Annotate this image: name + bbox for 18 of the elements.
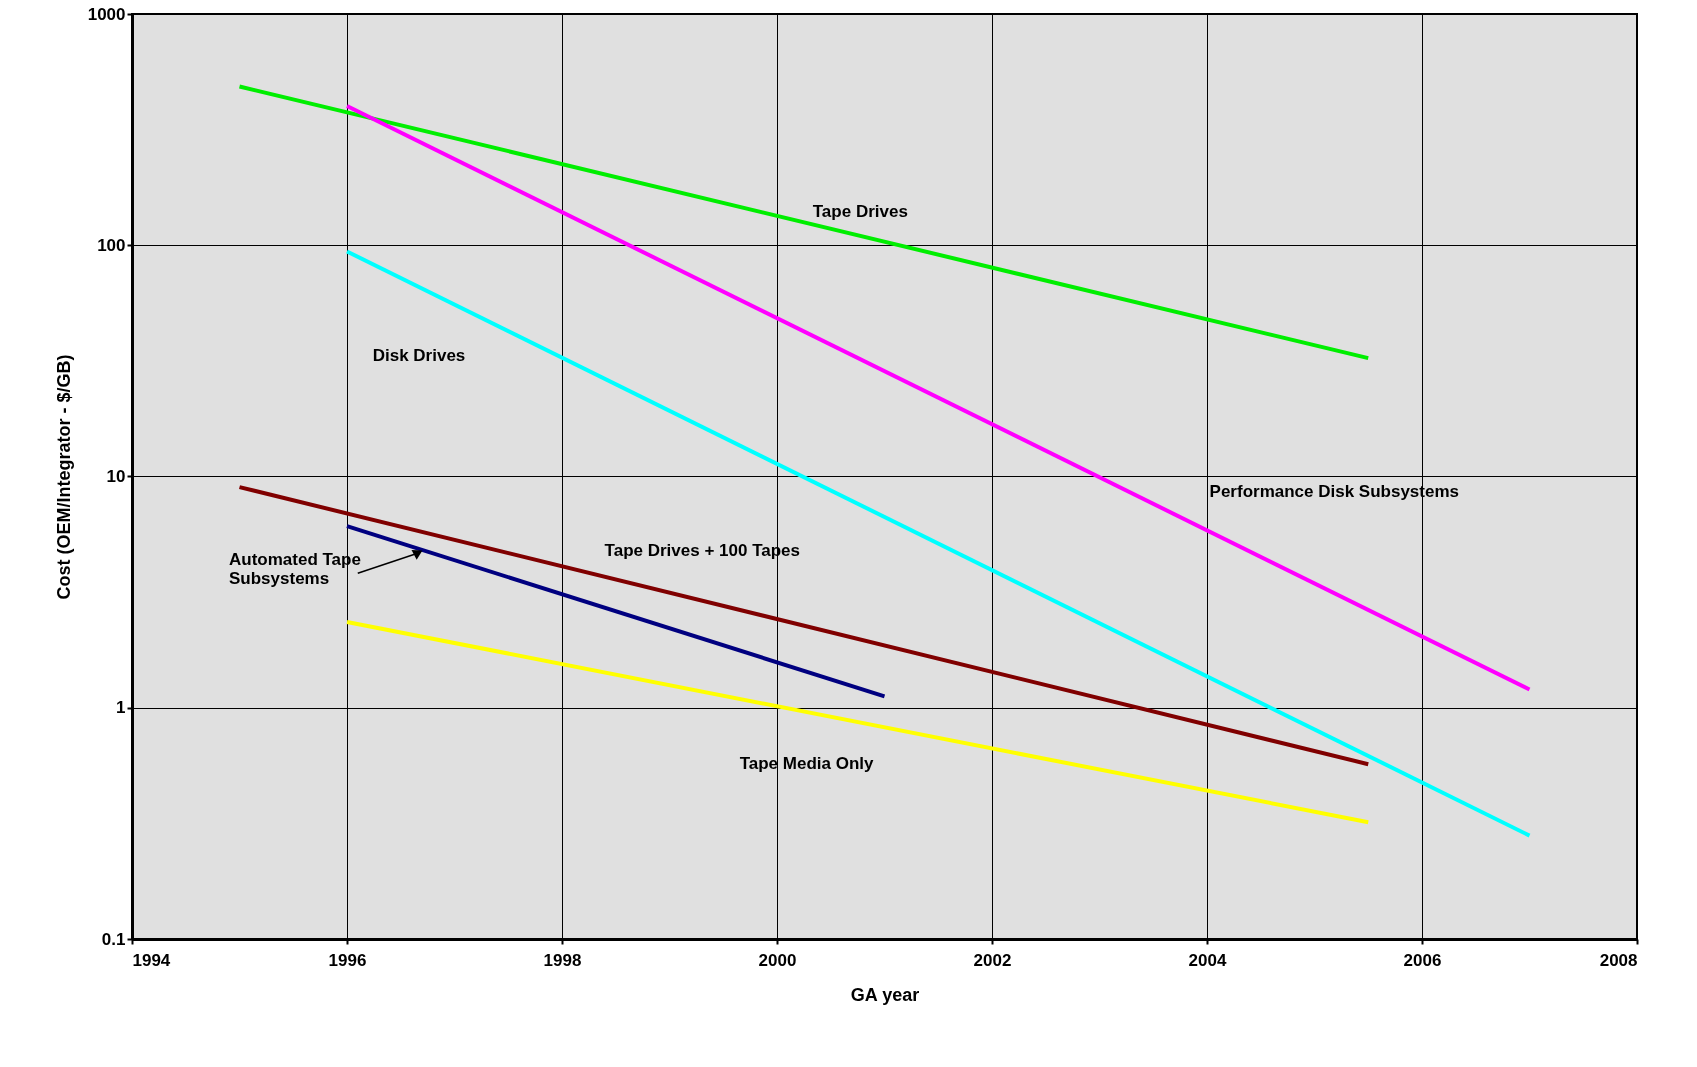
x-axis-title: GA year (850, 984, 920, 1005)
x-tick-label: 1996 (328, 950, 367, 970)
x-tick-label: 2006 (1403, 950, 1442, 970)
x-tick-label: 1998 (543, 950, 582, 970)
y-tick-label: 1000 (87, 4, 126, 24)
y-axis-title: Cost (OEM/Integrator - $/GB) (53, 354, 74, 600)
series-label: Disk Drives (372, 346, 466, 366)
x-tick-label: 1994 (132, 950, 171, 970)
y-tick-label: 1 (116, 698, 126, 718)
x-tick-label: 2008 (1599, 950, 1638, 970)
x-tick-label: 2000 (758, 950, 797, 970)
x-tick-label: 2002 (973, 950, 1012, 970)
y-tick-label: 0.1 (101, 929, 126, 949)
series-label: Tape Drives (812, 201, 908, 221)
y-tick-label: 10 (106, 467, 126, 486)
x-tick-label: 2004 (1188, 950, 1227, 970)
y-tick-label: 100 (97, 235, 126, 255)
series-label: Tape Media Only (739, 754, 875, 774)
